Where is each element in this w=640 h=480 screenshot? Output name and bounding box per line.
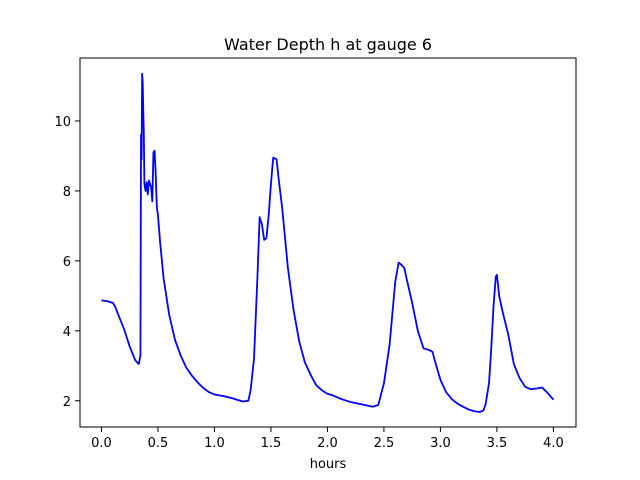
y-axis: 2 4 6 8 10	[54, 115, 80, 410]
x-axis-label: hours	[310, 457, 347, 472]
x-tick-label: 3.0	[430, 436, 451, 451]
y-tick-label: 4	[63, 325, 71, 340]
plot-frame	[79, 57, 577, 428]
x-tick-label: 1.5	[261, 436, 282, 451]
x-tick-label: 4.0	[543, 436, 564, 451]
x-tick-label: 2.0	[317, 436, 338, 451]
chart-title: Water Depth h at gauge 6	[224, 35, 432, 54]
x-tick-label: 0.5	[148, 436, 169, 451]
x-tick-label: 2.5	[374, 436, 395, 451]
y-tick-label: 2	[63, 395, 71, 410]
y-tick-label: 10	[54, 115, 71, 130]
series-line	[101, 72, 555, 413]
x-tick-label: 0.0	[91, 436, 112, 451]
y-tick-label: 8	[63, 185, 71, 200]
y-tick-label: 6	[63, 255, 71, 270]
x-tick-label: 1.0	[204, 436, 225, 451]
x-tick-label: 3.5	[487, 436, 508, 451]
x-axis: 0.0 0.5 1.0 1.5 2.0 2.5 3.0 3.5 4.0	[91, 427, 564, 451]
